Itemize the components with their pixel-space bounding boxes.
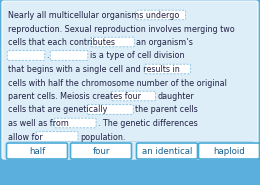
Text: cells that each contributes: cells that each contributes [8, 38, 115, 47]
FancyBboxPatch shape [2, 1, 258, 159]
Text: four: four [92, 147, 110, 156]
Text: half: half [29, 147, 45, 156]
Text: allow for: allow for [8, 132, 43, 142]
FancyBboxPatch shape [88, 105, 133, 114]
Text: parent cells. Meiosis creates four: parent cells. Meiosis creates four [8, 92, 141, 101]
FancyBboxPatch shape [198, 143, 259, 159]
FancyBboxPatch shape [6, 143, 68, 159]
FancyBboxPatch shape [7, 51, 45, 60]
Text: cells that are genetically: cells that are genetically [8, 105, 107, 115]
Text: . The genetic differences: . The genetic differences [98, 119, 198, 128]
FancyBboxPatch shape [145, 64, 191, 74]
Text: the parent cells: the parent cells [135, 105, 198, 115]
Text: Nearly all multicellular organisms undergo: Nearly all multicellular organisms under… [8, 11, 179, 20]
Text: reproduction. Sexual reproduction involves merging two: reproduction. Sexual reproduction involv… [8, 24, 235, 33]
Text: daughter: daughter [158, 92, 194, 101]
FancyBboxPatch shape [50, 51, 88, 60]
FancyBboxPatch shape [70, 143, 132, 159]
Text: haploid: haploid [213, 147, 245, 156]
Text: an identical: an identical [142, 147, 192, 156]
Text: as well as from: as well as from [8, 119, 69, 128]
FancyBboxPatch shape [91, 37, 134, 47]
FancyBboxPatch shape [112, 91, 155, 101]
FancyBboxPatch shape [36, 132, 78, 141]
Text: cells with half the chromosome number of the original: cells with half the chromosome number of… [8, 78, 227, 88]
Text: is a type of cell division: is a type of cell division [90, 51, 185, 60]
Text: that begins with a single cell and results in: that begins with a single cell and resul… [8, 65, 180, 74]
Text: .: . [46, 51, 49, 60]
FancyBboxPatch shape [136, 143, 198, 159]
FancyBboxPatch shape [136, 10, 185, 20]
FancyBboxPatch shape [54, 118, 96, 128]
Text: an organism’s: an organism’s [136, 38, 193, 47]
Text: population.: population. [80, 132, 126, 142]
